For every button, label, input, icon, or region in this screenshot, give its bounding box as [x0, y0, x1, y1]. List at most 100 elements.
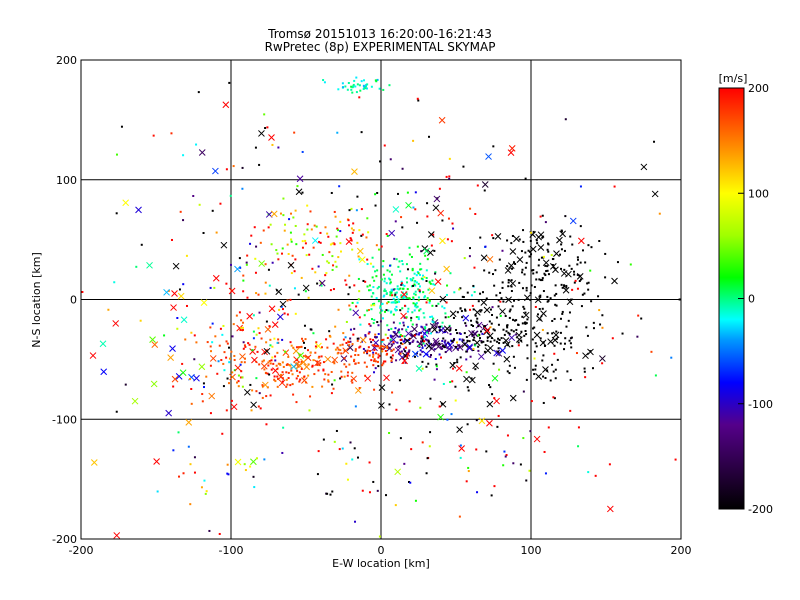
data-point: [401, 291, 404, 294]
data-point: [501, 286, 504, 289]
data-point: [201, 400, 204, 403]
colorbar-tick-label: 0: [748, 293, 755, 306]
data-point: [401, 226, 404, 229]
data-point: [515, 333, 518, 336]
data-point: [420, 340, 423, 343]
data-point: [285, 378, 288, 381]
data-point: [477, 345, 480, 348]
data-point: [413, 280, 416, 283]
data-point: [389, 338, 392, 341]
data-point: [397, 345, 400, 348]
data-point: [574, 279, 577, 282]
data-point: [278, 308, 281, 311]
data-point: [385, 309, 388, 312]
data-point: [524, 266, 527, 269]
data-point: [449, 272, 452, 275]
data-point: [488, 271, 491, 274]
data-point-cross: [270, 210, 278, 218]
data-point: [269, 223, 272, 226]
data-point: [422, 274, 425, 277]
data-point: [287, 371, 290, 374]
data-point: [350, 207, 353, 210]
data-point: [407, 352, 410, 355]
data-point-cross: [432, 204, 440, 212]
data-point: [210, 350, 213, 353]
data-point-cross: [480, 299, 488, 306]
data-point: [358, 96, 361, 99]
data-point: [385, 282, 388, 285]
data-point-cross: [599, 355, 606, 362]
data-point: [300, 361, 303, 364]
data-point: [190, 331, 193, 334]
data-point: [221, 432, 224, 435]
data-point: [546, 332, 549, 335]
data-point: [398, 300, 401, 303]
data-point: [504, 455, 507, 458]
data-point: [422, 328, 425, 331]
data-point: [483, 350, 486, 353]
data-point-cross: [432, 337, 440, 345]
data-point: [170, 132, 173, 135]
data-point: [286, 243, 289, 246]
data-point: [346, 88, 349, 91]
data-point-cross: [167, 354, 174, 361]
data-point: [198, 203, 201, 206]
data-point: [507, 285, 510, 288]
data-point: [467, 389, 470, 392]
data-point: [410, 279, 413, 282]
data-point: [358, 346, 361, 349]
data-point: [491, 313, 494, 316]
data-point: [561, 312, 564, 315]
data-point: [300, 276, 303, 279]
data-point: [471, 333, 474, 336]
data-point: [553, 344, 556, 347]
data-point: [313, 373, 316, 376]
data-point: [399, 437, 402, 440]
data-point: [244, 345, 247, 348]
data-point: [389, 282, 392, 285]
data-point: [373, 358, 376, 361]
data-point: [502, 300, 505, 303]
data-point: [182, 219, 185, 222]
data-point: [538, 278, 541, 281]
data-point: [517, 344, 520, 347]
data-point: [420, 268, 423, 271]
data-point: [564, 337, 567, 340]
data-point: [493, 339, 496, 342]
data-point-cross: [359, 336, 367, 344]
data-point: [242, 274, 245, 277]
data-point: [390, 301, 393, 304]
data-point-cross: [540, 310, 547, 317]
data-point: [477, 325, 480, 328]
data-point: [435, 368, 438, 371]
data-point: [412, 206, 415, 209]
data-point: [485, 297, 488, 300]
data-point-cross: [503, 355, 511, 363]
data-point: [452, 316, 455, 319]
data-point: [508, 364, 511, 367]
data-point: [273, 337, 276, 340]
data-point: [408, 400, 411, 403]
data-point: [115, 153, 118, 156]
data-point: [327, 261, 330, 264]
data-point: [414, 305, 417, 308]
data-point: [364, 280, 367, 283]
data-point: [449, 381, 452, 384]
data-point: [429, 431, 432, 434]
data-point: [379, 311, 382, 314]
data-point: [239, 326, 242, 329]
data-point: [447, 316, 450, 319]
data-point: [414, 208, 417, 211]
data-point: [555, 304, 558, 307]
data-point: [355, 209, 358, 212]
data-point: [492, 362, 495, 365]
data-point-cross: [509, 248, 517, 255]
data-point: [555, 330, 558, 333]
data-point: [360, 234, 363, 237]
data-point: [316, 363, 319, 366]
data-point: [394, 299, 397, 302]
data-point: [547, 426, 550, 429]
data-point-cross: [455, 365, 463, 372]
data-point: [461, 339, 464, 342]
